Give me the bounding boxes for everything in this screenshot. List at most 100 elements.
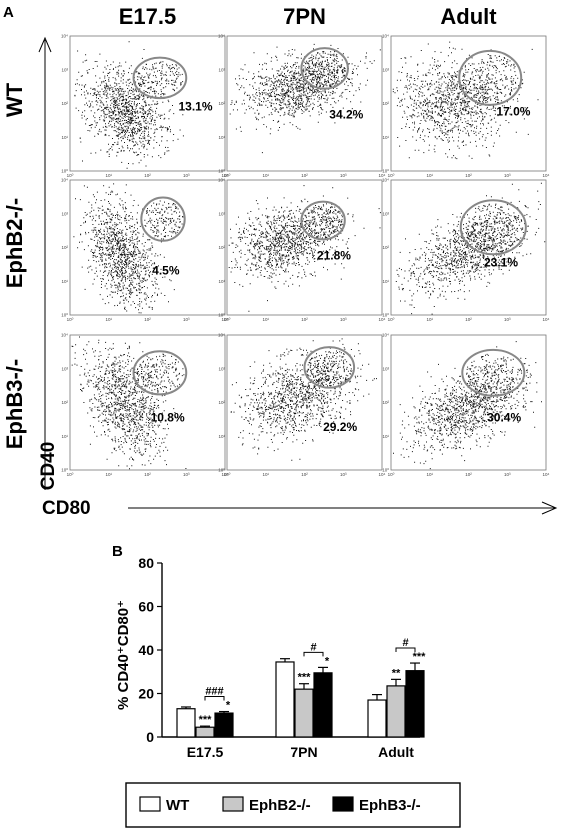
y-tick-label: 10⁴ bbox=[382, 178, 389, 183]
x-tick-label: 10⁰ bbox=[388, 472, 395, 477]
y-tick-label: 10³ bbox=[218, 67, 225, 72]
legend-label: WT bbox=[166, 797, 189, 814]
x-axis-arrowhead bbox=[541, 501, 558, 515]
x-tick-label: 10² bbox=[465, 472, 472, 477]
bar bbox=[195, 726, 215, 738]
gate-percentage: 4.5% bbox=[152, 264, 180, 278]
panel-a-label: A bbox=[3, 4, 14, 21]
y-tick-label: 10² bbox=[61, 245, 68, 250]
gate-percentage: 17.0% bbox=[496, 105, 530, 119]
x-tick-label: 10³ bbox=[183, 472, 190, 477]
x-tick-label: 10³ bbox=[340, 173, 347, 178]
y-tick-label: 0 bbox=[146, 729, 154, 745]
x-tick-label: 10² bbox=[465, 173, 472, 178]
x-tick-label: 10⁰ bbox=[67, 173, 74, 178]
x-tick-label: 10¹ bbox=[105, 173, 112, 178]
bar bbox=[367, 699, 387, 738]
y-tick-label: 10⁰ bbox=[382, 468, 389, 473]
y-tick-label: 10⁰ bbox=[61, 313, 68, 318]
bracket-marker: ### bbox=[205, 686, 223, 698]
y-tick-label: 60 bbox=[138, 599, 154, 615]
bar bbox=[214, 712, 234, 738]
y-tick-label: 10² bbox=[218, 101, 225, 106]
x-tick-label: 10⁴ bbox=[543, 317, 550, 322]
scatter-points bbox=[393, 341, 542, 470]
gate-ellipse bbox=[300, 200, 346, 241]
y-tick-label: 10⁴ bbox=[218, 34, 225, 39]
x-tick-label: 10³ bbox=[340, 472, 347, 477]
x-tick-label: 10² bbox=[144, 472, 151, 477]
gate-percentage: 34.2% bbox=[329, 107, 363, 121]
y-tick-label: 10¹ bbox=[218, 434, 225, 439]
bracket-marker: # bbox=[402, 637, 408, 649]
y-tick-label: 10³ bbox=[218, 211, 225, 216]
y-tick-label: 10³ bbox=[382, 211, 389, 216]
gate-ellipse bbox=[300, 47, 349, 90]
gate-percentage: 29.2% bbox=[323, 420, 357, 434]
y-tick-label: 10² bbox=[382, 400, 389, 405]
x-tick-label: 10² bbox=[144, 173, 151, 178]
y-tick-label: 20 bbox=[138, 686, 154, 702]
legend-label: EphB2-/- bbox=[249, 797, 311, 814]
scatter-frame bbox=[226, 179, 383, 316]
y-tick-label: 10⁴ bbox=[61, 178, 68, 183]
column-header: 7PN bbox=[283, 4, 326, 29]
y-tick-label: 10³ bbox=[218, 366, 225, 371]
bar-y-axis-label: % CD40⁺CD80⁺ bbox=[115, 600, 132, 710]
panel-b-label: B bbox=[112, 543, 123, 560]
y-tick-label: 10¹ bbox=[382, 434, 389, 439]
y-tick-label: 10¹ bbox=[61, 279, 68, 284]
x-tick-label: 10¹ bbox=[426, 317, 433, 322]
y-tick-label: 10² bbox=[61, 101, 68, 106]
x-tick-label: 10⁴ bbox=[543, 472, 550, 477]
x-axis-title: CD80 bbox=[42, 498, 91, 519]
y-tick-label: 10⁴ bbox=[61, 333, 68, 338]
y-tick-label: 10⁴ bbox=[61, 34, 68, 39]
significance-marker: *** bbox=[199, 714, 213, 726]
column-header: E17.5 bbox=[119, 4, 177, 29]
gate-percentage: 13.1% bbox=[179, 99, 213, 113]
x-tick-label: 10⁴ bbox=[222, 317, 229, 322]
y-tick-label: 10⁴ bbox=[218, 333, 225, 338]
scatter-frame bbox=[390, 334, 547, 471]
legend-label: EphB3-/- bbox=[359, 797, 421, 814]
comparison-bracket bbox=[204, 696, 225, 701]
bar bbox=[275, 661, 295, 738]
y-tick-label: 10⁰ bbox=[382, 313, 389, 318]
x-tick-label: 10³ bbox=[340, 317, 347, 322]
x-tick-label: 10³ bbox=[183, 317, 190, 322]
y-tick-label: 10⁴ bbox=[382, 34, 389, 39]
gate-ellipse bbox=[458, 49, 523, 106]
scatter-points bbox=[74, 41, 187, 169]
y-tick-label: 10² bbox=[382, 245, 389, 250]
x-tick-label: 10¹ bbox=[262, 472, 269, 477]
y-tick-label: 10³ bbox=[382, 67, 389, 72]
x-tick-label: 10² bbox=[301, 173, 308, 178]
legend-swatch bbox=[222, 796, 244, 812]
significance-marker: * bbox=[325, 655, 330, 667]
x-tick-label: 10² bbox=[144, 317, 151, 322]
bar bbox=[386, 685, 406, 738]
column-header: Adult bbox=[440, 4, 497, 29]
legend-box bbox=[125, 782, 461, 828]
x-tick-label: 10¹ bbox=[262, 317, 269, 322]
row-header: WT bbox=[2, 82, 27, 117]
x-tick-label: 10¹ bbox=[105, 317, 112, 322]
x-tick-label: 10³ bbox=[504, 317, 511, 322]
gate-ellipse bbox=[132, 350, 188, 396]
bar bbox=[405, 670, 425, 738]
x-tick-label: 10⁰ bbox=[388, 317, 395, 322]
x-tick-label: 10³ bbox=[504, 173, 511, 178]
y-tick-label: 10³ bbox=[61, 211, 68, 216]
x-tick-label: 10³ bbox=[504, 472, 511, 477]
gate-percentage: 21.8% bbox=[317, 249, 351, 263]
gate-ellipse bbox=[140, 196, 186, 242]
scatter-frame bbox=[390, 179, 547, 316]
x-tick-label: 10² bbox=[301, 317, 308, 322]
scatter-frame bbox=[69, 35, 226, 172]
y-tick-label: 10¹ bbox=[218, 279, 225, 284]
gate-percentage: 30.4% bbox=[487, 410, 521, 424]
category-label: E17.5 bbox=[187, 744, 224, 760]
